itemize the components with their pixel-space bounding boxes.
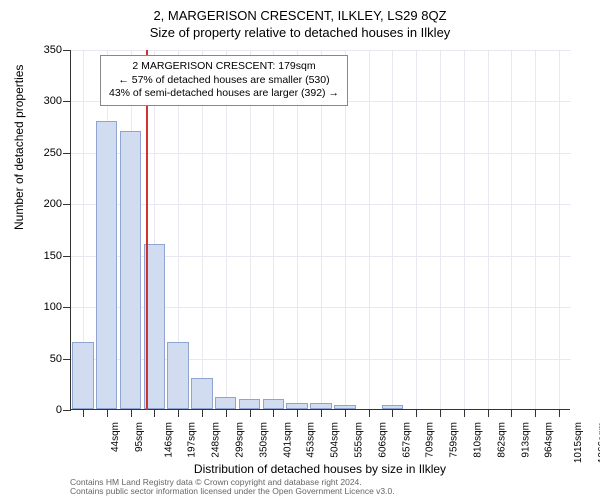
x-tick-label: 810sqm [473, 422, 484, 458]
x-tick-label: 504sqm [330, 422, 341, 458]
y-axis-title: Number of detached properties [12, 65, 26, 230]
x-tick-label: 657sqm [401, 422, 412, 458]
x-axis-title: Distribution of detached houses by size … [70, 462, 570, 476]
y-tick [63, 359, 71, 360]
x-tick [297, 409, 298, 417]
x-tick [107, 409, 108, 417]
y-tick [63, 204, 71, 205]
x-tick [345, 409, 346, 417]
x-tick-label: 964sqm [544, 422, 555, 458]
bar [215, 397, 236, 409]
x-tick-label: 759sqm [449, 422, 460, 458]
y-tick-label: 50 [50, 353, 62, 365]
grid-line-v [416, 50, 417, 410]
grid-line-v [511, 50, 512, 410]
x-tick [321, 409, 322, 417]
grid-line-v [369, 50, 370, 410]
grid-line-v [535, 50, 536, 410]
x-tick [369, 409, 370, 417]
x-tick-label: 862sqm [496, 422, 507, 458]
x-tick-label: 401sqm [282, 422, 293, 458]
x-tick-label: 709sqm [425, 422, 436, 458]
x-tick-label: 555sqm [354, 422, 365, 458]
x-tick [488, 409, 489, 417]
grid-line-v [392, 50, 393, 410]
grid-line-v [559, 50, 560, 410]
x-tick [392, 409, 393, 417]
y-tick [63, 307, 71, 308]
x-tick [202, 409, 203, 417]
annotation-line1: 2 MARGERISON CRESCENT: 179sqm [109, 60, 339, 74]
x-tick-label: 350sqm [258, 422, 269, 458]
bar [239, 399, 260, 409]
title-subtitle: Size of property relative to detached ho… [0, 23, 600, 40]
y-tick [63, 256, 71, 257]
y-tick-label: 300 [44, 95, 62, 107]
bar [72, 342, 93, 409]
annotation-line2: ← 57% of detached houses are smaller (53… [109, 74, 339, 88]
x-tick [440, 409, 441, 417]
x-tick [535, 409, 536, 417]
annotation-line3: 43% of semi-detached houses are larger (… [109, 87, 339, 101]
bar [167, 342, 188, 409]
x-tick-label: 606sqm [377, 422, 388, 458]
grid-line-v [440, 50, 441, 410]
x-tick [273, 409, 274, 417]
x-tick [464, 409, 465, 417]
y-tick [63, 153, 71, 154]
bar [120, 131, 141, 409]
y-tick-label: 200 [44, 198, 62, 210]
x-tick-label: 913sqm [520, 422, 531, 458]
footer: Contains HM Land Registry data © Crown c… [70, 478, 395, 497]
annotation-box: 2 MARGERISON CRESCENT: 179sqm ← 57% of d… [100, 55, 348, 106]
bar [96, 121, 117, 409]
x-tick-label: 1015sqm [573, 422, 584, 463]
x-tick-label: 95sqm [134, 422, 145, 452]
y-tick-label: 150 [44, 250, 62, 262]
x-tick [226, 409, 227, 417]
x-tick-label: 197sqm [187, 422, 198, 458]
x-tick-label: 146sqm [163, 422, 174, 458]
x-tick-label: 453sqm [306, 422, 317, 458]
x-tick [559, 409, 560, 417]
chart-container: 2, MARGERISON CRESCENT, ILKLEY, LS29 8QZ… [0, 0, 600, 500]
x-tick [154, 409, 155, 417]
y-tick-label: 100 [44, 301, 62, 313]
y-tick-label: 250 [44, 147, 62, 159]
grid-line-v [464, 50, 465, 410]
x-tick [83, 409, 84, 417]
x-tick [178, 409, 179, 417]
grid-line-v [488, 50, 489, 410]
x-tick [416, 409, 417, 417]
y-tick [63, 101, 71, 102]
x-tick [250, 409, 251, 417]
x-tick-label: 44sqm [110, 422, 121, 452]
y-tick [63, 50, 71, 51]
y-tick-label: 0 [56, 404, 62, 416]
x-tick [131, 409, 132, 417]
chart-area: 05010015020025030035044sqm95sqm146sqm197… [70, 50, 570, 410]
title-address: 2, MARGERISON CRESCENT, ILKLEY, LS29 8QZ [0, 0, 600, 23]
x-tick-label: 248sqm [211, 422, 222, 458]
x-tick [511, 409, 512, 417]
footer-line2: Contains public sector information licen… [70, 487, 395, 496]
y-tick [63, 410, 71, 411]
bar [191, 378, 212, 409]
y-tick-label: 350 [44, 44, 62, 56]
x-tick-label: 299sqm [235, 422, 246, 458]
bar [263, 399, 284, 409]
